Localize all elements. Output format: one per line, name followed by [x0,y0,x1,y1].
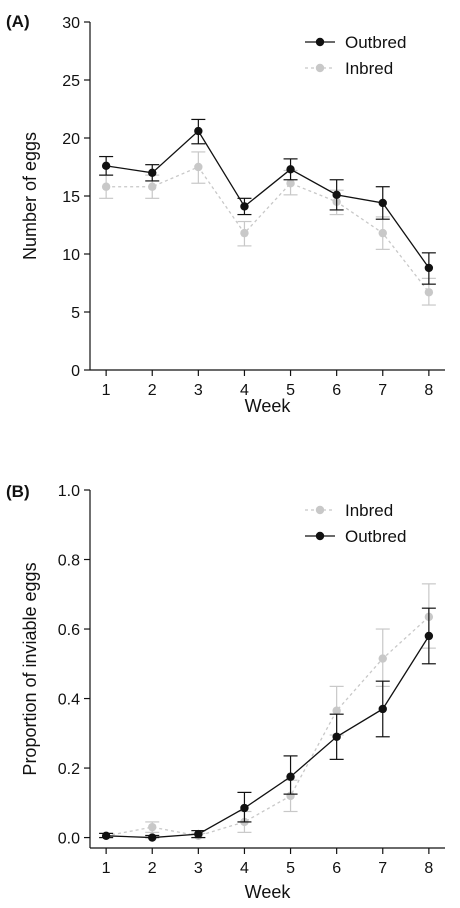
data-point [148,168,157,177]
data-point [148,833,157,842]
legend-marker [315,505,325,515]
legend-entry-inbred: Inbred [305,501,393,520]
x-tick-label: 1 [102,382,111,399]
data-point [424,288,434,297]
panel-label: (B) [6,482,30,501]
y-axis-title: Number of eggs [20,132,40,260]
legend-entry-outbred: Outbred [305,527,406,546]
legend-label: Outbred [345,33,406,52]
x-tick-label: 5 [286,382,295,399]
x-tick-label: 4 [240,382,249,399]
x-axis-title: Week [245,882,292,902]
series-outbred [99,607,436,842]
y-tick-label: 20 [62,131,80,148]
y-tick-label: 30 [62,15,80,32]
data-point [148,822,157,832]
data-point [101,182,111,191]
legend-label: Outbred [345,527,406,546]
legend-marker [315,37,325,47]
series-line [106,166,430,293]
data-point [286,165,295,174]
data-point [332,706,341,715]
y-tick-label: 0.0 [58,831,80,848]
x-tick-label: 3 [194,382,203,399]
data-point [378,704,387,714]
data-point [240,228,249,238]
legend-entry-inbred: Inbred [305,59,393,78]
data-point [194,829,203,839]
series-line [106,130,430,269]
x-tick-label: 8 [424,382,433,399]
data-point [194,162,203,172]
data-point [378,228,387,238]
x-tick-label: 8 [424,860,433,877]
x-tick-label: 6 [332,860,341,877]
data-point [286,179,295,188]
y-tick-label: 0 [71,363,80,380]
x-tick-label: 2 [148,382,157,399]
y-tick-label: 0.8 [58,553,80,570]
legend-marker [315,63,325,73]
series-line [106,635,430,839]
series-line [106,616,430,837]
x-axis-title: Week [245,396,292,416]
data-point [240,803,249,813]
y-tick-label: 15 [62,189,80,206]
x-tick-label: 7 [378,860,387,877]
chart-panel-0: 0 5 10 15 20 25 30 1 2 3 4 5 6 7 8 Week Number of eggs (A… [6,12,445,416]
data-point [424,631,434,641]
data-point [378,654,387,663]
data-point [332,190,341,200]
data-point [148,182,157,191]
y-tick-label: 0.6 [58,622,80,639]
x-tick-label: 6 [332,382,341,399]
data-point [286,772,295,781]
data-point [424,263,434,273]
series-outbred [99,118,436,285]
data-point [101,161,111,171]
y-tick-label: 0.4 [58,692,80,709]
y-tick-label: 10 [62,247,80,264]
chart-panel-1: 0.0 0.2 0.4 0.6 0.8 1.0 1 2 3 4 5 6 7 8 Week Proportion… [6,482,445,902]
x-tick-label: 7 [378,382,387,399]
y-tick-label: 25 [62,73,80,90]
data-point [332,732,341,741]
x-tick-label: 1 [102,860,111,877]
x-tick-label: 3 [194,860,203,877]
legend-label: Inbred [345,59,393,78]
data-point [240,202,249,211]
y-tick-label: 1.0 [58,483,80,500]
data-point [378,198,387,208]
y-axis-title: Proportion of inviable eggs [20,562,40,775]
legend-entry-outbred: Outbred [305,33,406,52]
y-tick-label: 0.2 [58,761,80,778]
x-tick-label: 2 [148,860,157,877]
panel-label: (A) [6,12,30,31]
legend-label: Inbred [345,501,393,520]
legend-marker [315,531,325,541]
y-tick-label: 5 [71,305,80,322]
data-point [194,126,203,136]
x-tick-label: 4 [240,860,249,877]
x-tick-label: 5 [286,860,295,877]
data-point [101,831,111,841]
